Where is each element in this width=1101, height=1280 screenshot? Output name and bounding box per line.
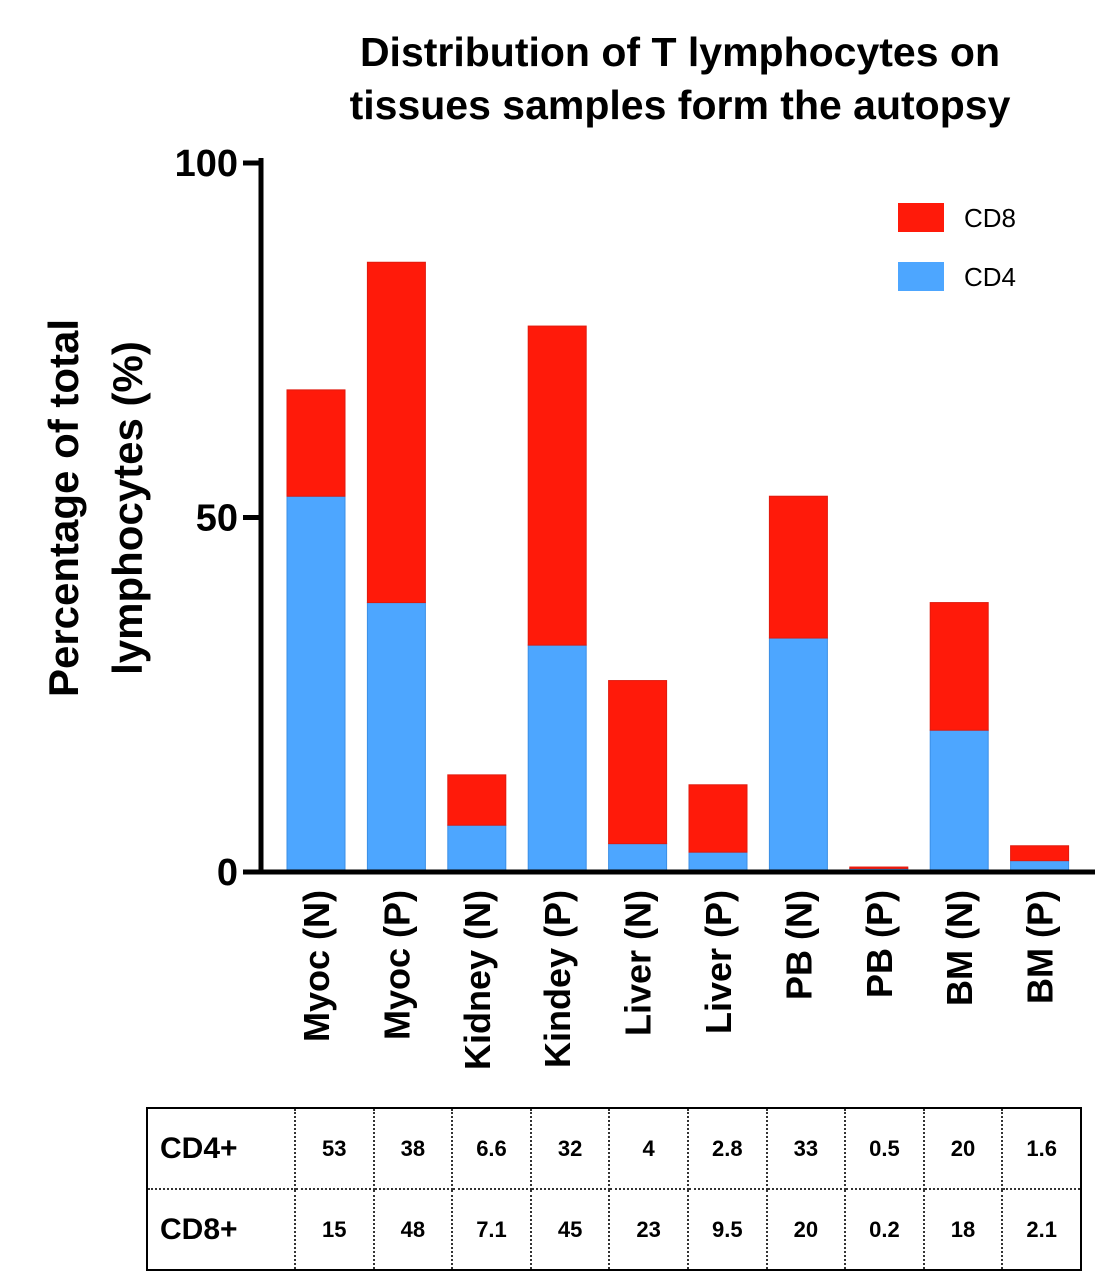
- bar-cd4-5: [688, 851, 748, 873]
- table-cell: 2.8: [687, 1108, 768, 1190]
- table-row-label: CD8+: [147, 1189, 296, 1270]
- table-cell: 38: [373, 1108, 454, 1190]
- x-tick-label-3: Kindey (P): [537, 890, 578, 1068]
- table-cell: 1.6: [1002, 1108, 1081, 1190]
- y-tick-label-100: 100: [175, 143, 238, 185]
- table-cell: 6.6: [452, 1108, 532, 1190]
- bar-cd8-9: [1010, 845, 1070, 862]
- bar-cd4-8: [929, 729, 989, 873]
- table-cell: 0.2: [845, 1189, 925, 1270]
- x-tick-label-6: PB (N): [778, 890, 819, 1000]
- table-cell: 45: [530, 1189, 611, 1270]
- x-tick-label-5: Liver (P): [698, 890, 739, 1034]
- table-cell: 33: [766, 1108, 847, 1190]
- table-cell: 15: [295, 1189, 375, 1270]
- table-cell: 32: [530, 1108, 611, 1190]
- table-row: CD8+ 15 48 7.1 45 23 9.5 20 0.2 18 2.1: [147, 1189, 1081, 1270]
- table-cell: 20: [766, 1189, 847, 1270]
- bar-cd4-2: [447, 824, 507, 873]
- y-tick-label-0: 0: [217, 852, 238, 894]
- bar-cd8-2: [447, 774, 507, 826]
- bar-cd8-6: [768, 495, 828, 639]
- y-axis-label-line-2: lymphocytes (%): [104, 341, 151, 675]
- chart-title: Distribution of T lymphocytes on tissues…: [350, 29, 1011, 128]
- x-tick-label-2: Kidney (N): [457, 890, 498, 1070]
- x-tick-label-4: Liver (N): [618, 890, 659, 1036]
- table-cell: 20: [923, 1108, 1004, 1190]
- bar-cd8-1: [366, 261, 426, 604]
- chart-title-line-1: Distribution of T lymphocytes on: [360, 29, 1000, 75]
- bar-cd8-5: [688, 784, 748, 853]
- stacked-bar-chart: Distribution of T lymphocytes on tissues…: [40, 29, 1095, 1070]
- legend-swatch-cd8: [898, 203, 944, 232]
- table-cell: 0.5: [845, 1108, 925, 1190]
- legend-swatch-cd4: [898, 262, 944, 291]
- x-tick-label-9: BM (P): [1020, 890, 1061, 1004]
- table-cell: 23: [609, 1189, 689, 1270]
- chart-title-line-2: tissues samples form the autopsy: [350, 82, 1011, 128]
- bar-cd8-8: [929, 602, 989, 731]
- bar-cd8-4: [608, 680, 668, 845]
- table-cell: 2.1: [1026, 1216, 1057, 1242]
- data-table: CD4+ 53 38 6.6 32 4 2.8 33 0.5 20 1.6 CD8+ 15 48 7.1 45…: [146, 1107, 1082, 1271]
- table-row: CD4+ 53 38 6.6 32 4 2.8 33 0.5 20 1.6: [147, 1108, 1081, 1190]
- x-tick-label-0: Myoc (N): [296, 890, 337, 1042]
- legend: CD8 CD4: [898, 203, 1016, 292]
- table-cell: 18: [923, 1189, 1004, 1270]
- bar-cd4-4: [608, 843, 668, 873]
- table-cell: 7.1: [452, 1189, 532, 1270]
- x-axis-labels: Myoc (N) Myoc (P) Kidney (N) Kindey (P) Live…: [296, 890, 1061, 1070]
- y-axis-label: Percentage of total lymphocytes (%): [40, 319, 151, 697]
- x-tick-label-1: Myoc (P): [376, 890, 417, 1040]
- y-axis-label-line-1: Percentage of total: [40, 319, 87, 697]
- table-cell: 48: [373, 1189, 454, 1270]
- bar-cd4-3: [527, 644, 587, 873]
- bar-cd8-7: [849, 866, 909, 869]
- bar-cd8-3: [527, 325, 587, 646]
- legend-label-cd8: CD8: [964, 203, 1016, 233]
- data-table-body: CD4+ 53 38 6.6 32 4 2.8 33 0.5 20 1.6 CD8+ 15 48 7.1 45…: [147, 1108, 1081, 1270]
- bar-cd4-1: [366, 602, 426, 873]
- table-row-label: CD4+: [147, 1108, 296, 1190]
- table-cell: 4: [609, 1108, 689, 1190]
- bar-cd4-0: [286, 495, 346, 873]
- table-cell: 53: [295, 1108, 375, 1190]
- bar-cd4-6: [768, 637, 828, 873]
- bar-cd8-0: [286, 389, 346, 497]
- y-ticks: 0 50 100: [175, 143, 261, 894]
- y-tick-label-50: 50: [196, 498, 238, 540]
- x-tick-label-7: PB (P): [859, 890, 900, 998]
- bars: [286, 261, 1070, 873]
- legend-label-cd4: CD4: [964, 262, 1016, 292]
- x-tick-label-8: BM (N): [939, 890, 980, 1006]
- table-cell: 9.5: [687, 1189, 768, 1270]
